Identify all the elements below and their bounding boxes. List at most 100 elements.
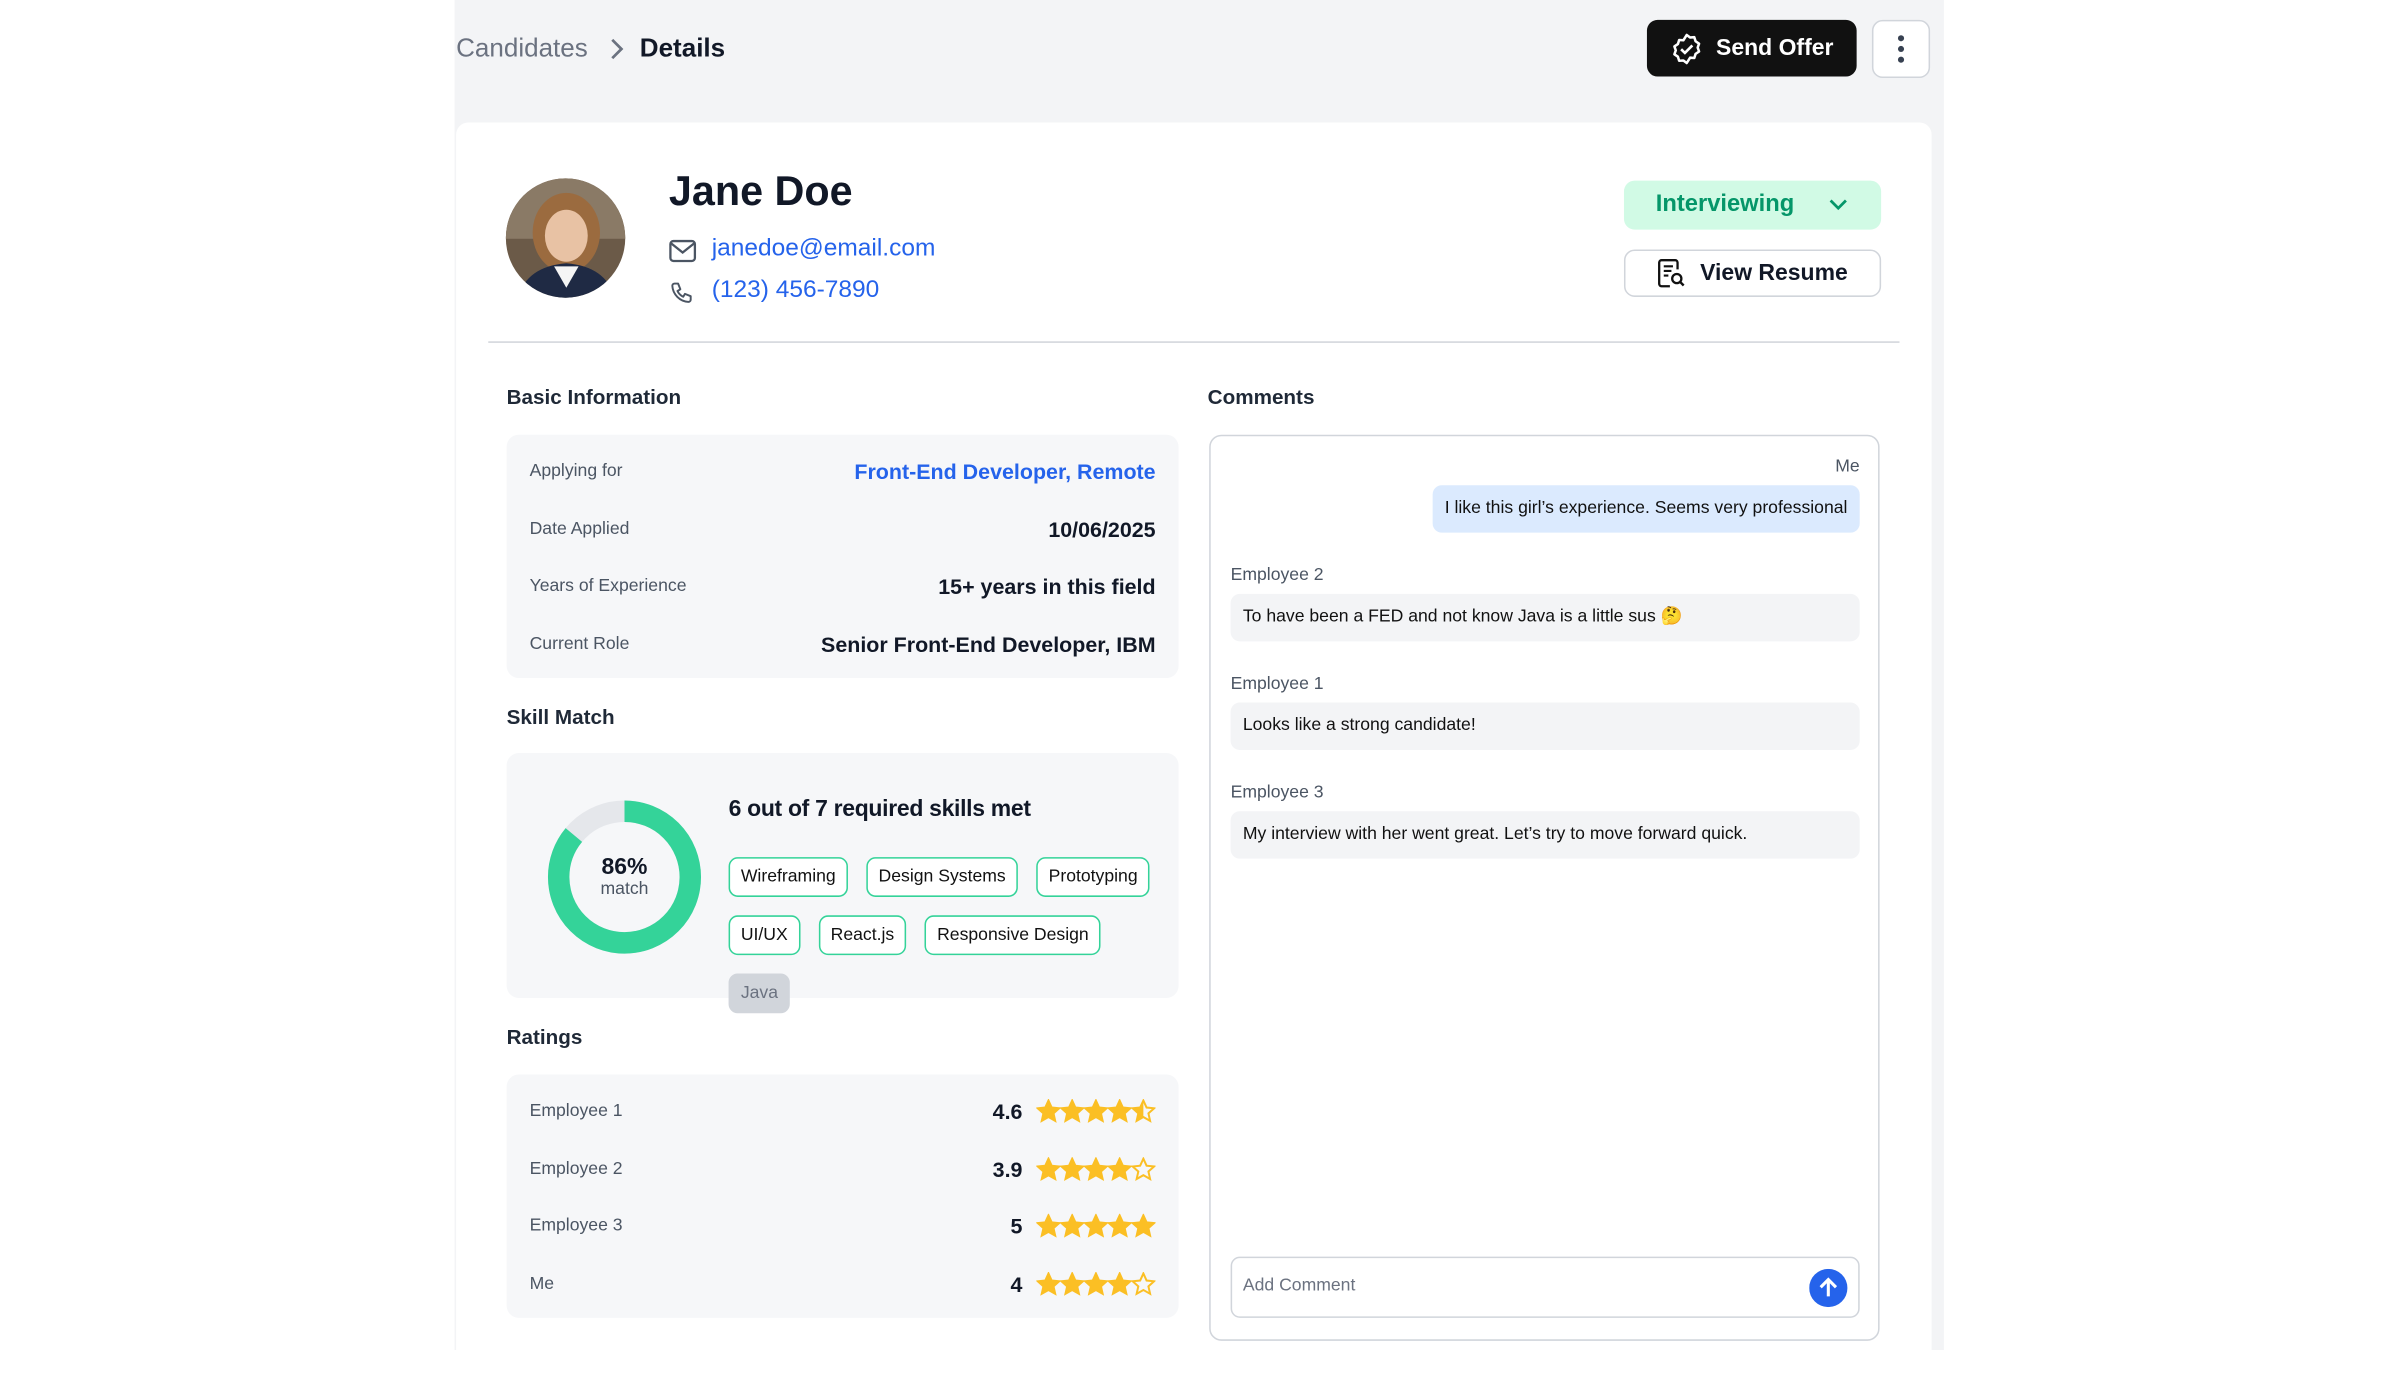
star — [1082, 1098, 1109, 1123]
send-comment-button[interactable] — [1809, 1268, 1848, 1308]
comment: Employee 3 My interview with her went gre… — [1230, 784, 1860, 859]
candidate-phone[interactable]: (123) 456-7890 — [711, 277, 880, 304]
rating-value-group: 3.9 — [992, 1156, 1156, 1181]
info-label: Date Applied — [529, 519, 630, 539]
comment-author: Employee 1 — [1230, 674, 1324, 694]
skill-chip: React.js — [818, 915, 907, 956]
rating-name: Me — [529, 1274, 555, 1293]
avatar — [505, 178, 626, 298]
rating-value-group: 4 — [1011, 1271, 1156, 1296]
match-donut — [547, 800, 702, 954]
chevron-down — [1829, 199, 1848, 211]
info-label: Current Role — [529, 634, 630, 653]
star-shape — [1059, 1271, 1086, 1296]
info-row: Years of Experience 15+ years in this fie… — [530, 568, 1156, 605]
skill-chip: Responsive Design — [924, 915, 1101, 956]
star-shape — [1130, 1213, 1156, 1238]
comment: Employee 2 To have been a FED and not kno… — [1230, 566, 1860, 642]
breadcrumb-chevron — [611, 38, 624, 60]
view-resume-button[interactable]: View Resume — [1623, 249, 1882, 297]
send-offer-button[interactable]: Send Offer — [1646, 19, 1857, 77]
rating-value-group: 4.6 — [992, 1098, 1156, 1124]
rating-stars — [1036, 1213, 1156, 1238]
rating-stars — [1036, 1271, 1156, 1296]
star-shape — [1036, 1271, 1062, 1296]
star — [1036, 1156, 1062, 1181]
screen: Candidates Details Send Offer Jane Doe j… — [454, 0, 1944, 1350]
view-resume-label: View Resume — [1700, 260, 1848, 287]
star — [1036, 1213, 1062, 1238]
rating-number: 5 — [1010, 1213, 1023, 1239]
star-shape — [1130, 1156, 1156, 1181]
comment: Me I like this girl’s experience. Seems v… — [1231, 458, 1860, 533]
star — [1130, 1213, 1156, 1238]
rating-number: 3.9 — [992, 1156, 1023, 1181]
skill-summary: 6 out of 7 required skills met — [728, 795, 1031, 822]
star — [1059, 1271, 1086, 1296]
comment: Employee 1 Looks like a strong candidate! — [1230, 674, 1860, 750]
star — [1082, 1156, 1109, 1181]
star-shape — [1059, 1098, 1086, 1123]
star-shape — [1036, 1156, 1062, 1181]
star-shape — [1106, 1098, 1133, 1123]
star-shape — [1106, 1156, 1133, 1181]
rating-name: Employee 1 — [529, 1102, 623, 1121]
divider — [488, 341, 1900, 343]
ratings-panel: Employee 1 4.6 Employee 2 3.9 Employee 3 5 Me 4 — [506, 1074, 1179, 1318]
section-title: Comments — [1207, 385, 1315, 409]
star — [1130, 1271, 1156, 1296]
comment-input[interactable]: Add Comment — [1230, 1256, 1860, 1318]
comment-placeholder: Add Comment — [1242, 1276, 1356, 1295]
comment-author: Me — [1835, 457, 1860, 477]
rating-number: 4.6 — [992, 1098, 1023, 1124]
info-row: Applying for Front-End Developer, Remote — [530, 453, 1156, 490]
info-value: Senior Front-End Developer, IBM — [821, 631, 1156, 656]
rating-name: Employee 3 — [529, 1216, 623, 1236]
comment-bubble: To have been a FED and not know Java is … — [1230, 593, 1860, 642]
badge-check-icon — [1673, 32, 1701, 64]
star — [1059, 1213, 1086, 1238]
basic-info-panel: Applying for Front-End Developer, Remote D… — [506, 434, 1179, 679]
breadcrumb-link[interactable]: Candidates — [456, 33, 588, 63]
candidate-name: Jane Doe — [668, 168, 853, 215]
skill-chip: Prototyping — [1036, 857, 1150, 897]
skill-chip: UI/UX — [728, 915, 801, 956]
star — [1082, 1213, 1109, 1238]
match-percent: 86% — [601, 854, 648, 881]
rating-row: Me 4 — [530, 1265, 1156, 1302]
status-dropdown[interactable]: Interviewing — [1623, 180, 1882, 230]
star — [1082, 1271, 1109, 1296]
star-shape — [1130, 1271, 1156, 1296]
info-label: Years of Experience — [529, 577, 687, 596]
star — [1059, 1098, 1086, 1123]
rating-stars — [1036, 1156, 1156, 1181]
skill-chip: Design Systems — [866, 857, 1018, 897]
dots-icon — [1897, 35, 1905, 63]
star-shape — [1036, 1213, 1062, 1238]
star-shape — [1059, 1156, 1086, 1181]
info-label: Applying for — [529, 462, 623, 481]
resume-icon — [1657, 259, 1685, 288]
section-title: Skill Match — [506, 705, 615, 729]
candidate-email[interactable]: janedoe@email.com — [711, 235, 936, 262]
rating-value-group: 5 — [1010, 1213, 1156, 1239]
comment-bubble: Looks like a strong candidate! — [1230, 702, 1860, 750]
info-row: Current Role Senior Front-End Developer, … — [530, 625, 1156, 662]
info-value: Front-End Developer, Remote — [854, 459, 1156, 484]
star-shape — [1082, 1156, 1109, 1181]
star-half — [1132, 1100, 1144, 1121]
skill-chip: Wireframing — [728, 857, 848, 897]
phone-icon — [671, 282, 692, 303]
star — [1130, 1098, 1156, 1123]
star-shape — [1036, 1098, 1062, 1123]
star — [1036, 1271, 1062, 1296]
star — [1106, 1271, 1133, 1296]
info-value: 15+ years in this field — [938, 573, 1156, 599]
skill-chip: Java — [728, 973, 791, 1014]
more-button[interactable] — [1871, 19, 1931, 79]
star — [1106, 1098, 1133, 1123]
rating-row: Employee 2 3.9 — [530, 1150, 1156, 1187]
match-caption: match — [600, 880, 649, 899]
skill-chips: Wireframing Design Systems Prototyping UI/U… — [728, 857, 1165, 1014]
comment-author: Employee 2 — [1230, 566, 1324, 585]
